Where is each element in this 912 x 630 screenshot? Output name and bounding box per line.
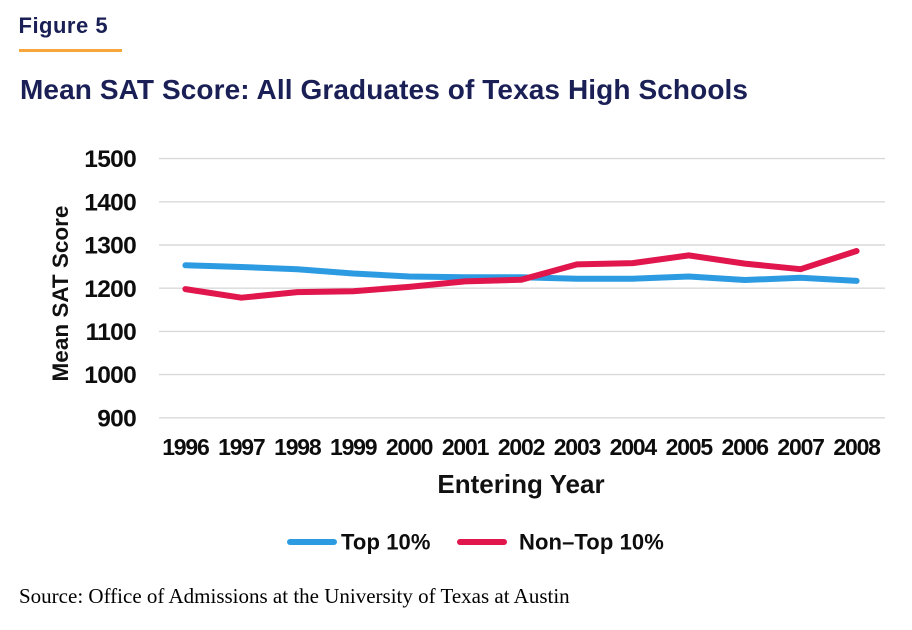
svg-text:1996: 1996: [162, 434, 209, 460]
svg-text:900: 900: [97, 405, 136, 432]
svg-text:1300: 1300: [84, 233, 136, 260]
svg-text:1000: 1000: [84, 362, 136, 389]
svg-text:1998: 1998: [274, 434, 322, 460]
svg-text:2005: 2005: [666, 434, 714, 460]
svg-text:1100: 1100: [86, 319, 136, 346]
svg-text:1997: 1997: [218, 434, 265, 460]
svg-text:2004: 2004: [610, 434, 658, 460]
svg-text:2003: 2003: [554, 434, 601, 460]
svg-text:2000: 2000: [386, 434, 433, 460]
svg-text:Entering Year: Entering Year: [437, 469, 604, 499]
svg-text:Non–Top 10%: Non–Top 10%: [519, 530, 664, 555]
svg-text:2001: 2001: [442, 434, 490, 460]
svg-text:1200: 1200: [84, 276, 136, 303]
svg-text:1999: 1999: [330, 434, 377, 460]
svg-text:1400: 1400: [84, 189, 136, 216]
svg-text:2008: 2008: [833, 434, 881, 460]
svg-text:2002: 2002: [498, 434, 545, 460]
svg-text:Top 10%: Top 10%: [341, 530, 431, 555]
svg-text:2006: 2006: [722, 434, 769, 460]
svg-text:2007: 2007: [777, 434, 824, 460]
svg-text:1500: 1500: [84, 146, 136, 173]
svg-text:Mean SAT Score: Mean SAT Score: [48, 206, 73, 382]
